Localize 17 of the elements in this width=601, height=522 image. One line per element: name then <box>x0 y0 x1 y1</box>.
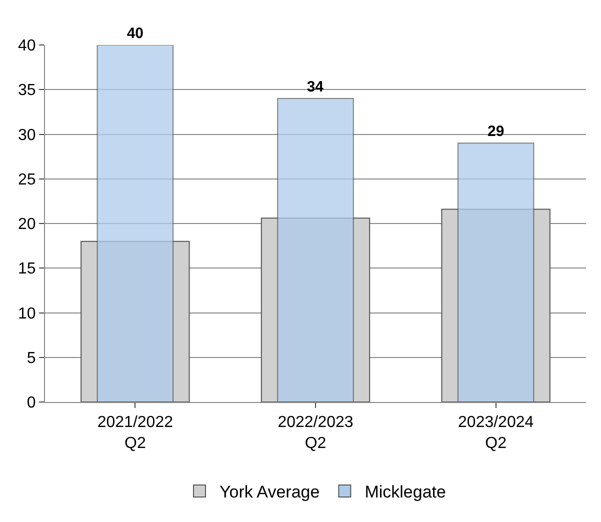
x-tick-label: 2022/2023 Q2 <box>278 414 354 452</box>
y-tick-label: 15 <box>18 260 36 278</box>
y-tick-label: 30 <box>18 126 36 144</box>
x-tick-label: 2023/2024 Q2 <box>458 414 534 452</box>
y-tick-label: 10 <box>18 305 36 322</box>
data-label: 29 <box>487 123 504 140</box>
y-tick-label: 0 <box>26 394 36 412</box>
y-tick-label: 25 <box>18 171 36 188</box>
legend-label: York Average <box>220 482 320 502</box>
y-tick-label: 5 <box>26 350 36 367</box>
y-tick-label: 35 <box>18 82 36 100</box>
data-label: 40 <box>126 25 144 42</box>
x-tick-label: 2021/2022 Q2 <box>97 414 174 452</box>
data-label: 34 <box>306 78 324 96</box>
y-tick-label: 40 <box>18 38 36 55</box>
y-tick-label: 20 <box>18 216 36 234</box>
legend-label: Micklegate <box>364 482 446 502</box>
